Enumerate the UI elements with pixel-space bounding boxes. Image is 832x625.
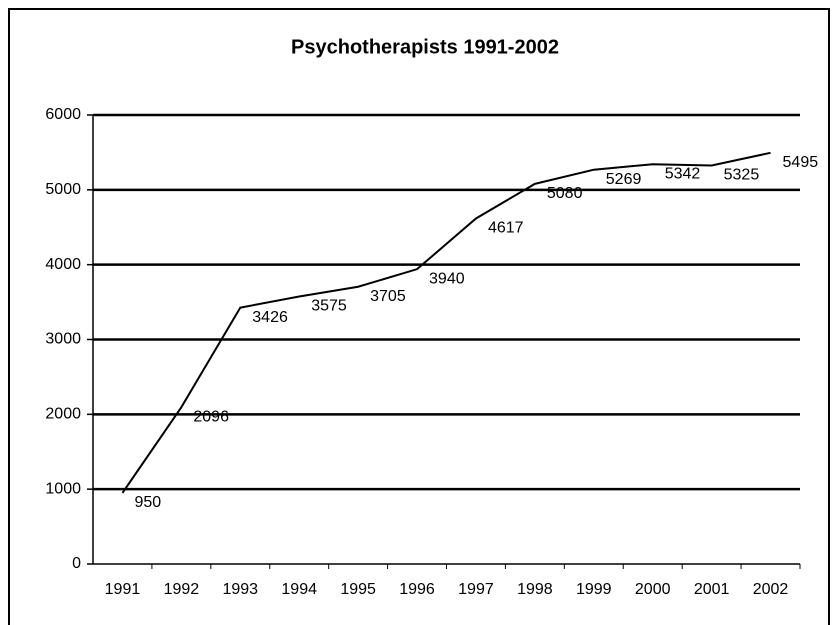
y-tick-label: 0 (72, 555, 81, 572)
data-label: 5325 (724, 167, 760, 184)
data-label: 4617 (488, 220, 524, 237)
data-label: 5495 (783, 154, 819, 171)
x-tick-label: 1995 (340, 581, 376, 598)
x-tick-label: 1997 (458, 581, 494, 598)
data-label: 5342 (665, 165, 701, 182)
x-tick-label: 1993 (222, 581, 258, 598)
data-label: 3426 (252, 309, 288, 326)
x-tick-label: 2000 (635, 581, 671, 598)
x-tick-label: 1998 (517, 581, 553, 598)
line (121, 151, 771, 494)
y-tick-label: 5000 (45, 181, 81, 198)
data-label: 950 (134, 494, 161, 511)
x-tick-label: 1991 (105, 581, 141, 598)
x-tick-label: 1992 (164, 581, 200, 598)
y-tick-label: 4000 (45, 256, 81, 273)
data-label: 5080 (547, 185, 583, 202)
data-label: 2096 (193, 408, 229, 425)
data-label: 3705 (370, 288, 406, 305)
y-tick-label: 3000 (45, 331, 81, 348)
data-label: 3575 (311, 298, 347, 315)
y-tick-label: 1000 (45, 480, 81, 497)
x-tick-label: 1994 (281, 581, 317, 598)
x-tick-label: 2001 (694, 581, 730, 598)
x-tick-label: 1999 (576, 581, 612, 598)
chart-border (8, 8, 830, 625)
data-label: 3940 (429, 270, 465, 287)
y-tick-label: 2000 (45, 406, 81, 423)
y-tick-label: 6000 (45, 106, 81, 123)
data-label: 5269 (606, 171, 642, 188)
chart-title: Psychotherapists 1991-2002 (291, 36, 559, 58)
x-tick-label: 2002 (753, 581, 789, 598)
x-tick-label: 1996 (399, 581, 435, 598)
